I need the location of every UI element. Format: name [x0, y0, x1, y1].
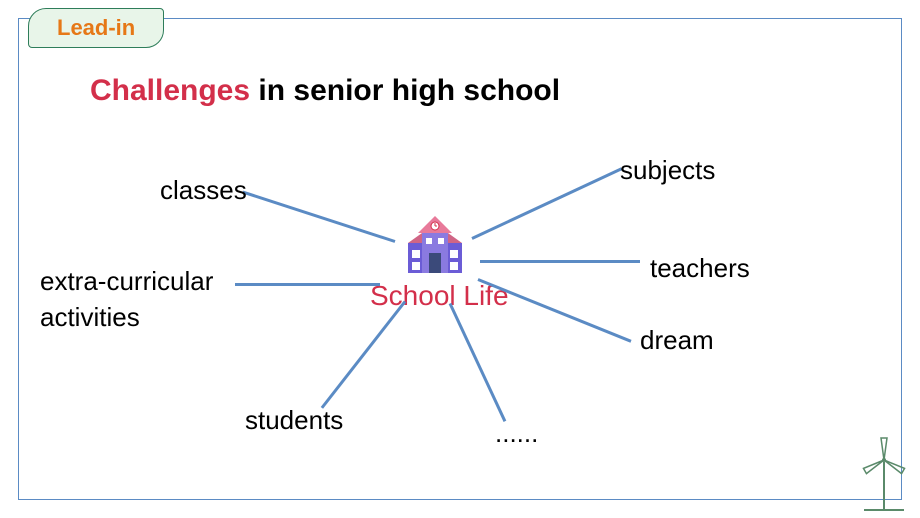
title-rest: in senior high school — [250, 74, 560, 107]
node-label-0: classes — [160, 175, 247, 206]
node-label-3: teachers — [650, 253, 750, 284]
lead-in-label: Lead-in — [57, 15, 135, 40]
school-icon — [400, 208, 470, 278]
node-label-4: dream — [640, 325, 714, 356]
node-label-1: extra-curricular — [40, 266, 213, 297]
connector-1 — [235, 283, 380, 286]
connector-3 — [480, 260, 640, 263]
node-label-1-b: activities — [40, 302, 140, 333]
lead-in-tab: Lead-in — [28, 8, 164, 48]
node-label-6: ...... — [495, 418, 538, 449]
title-highlight: Challenges — [90, 74, 250, 107]
node-label-2: subjects — [620, 155, 715, 186]
slide-title: Challenges in senior high school — [90, 74, 560, 108]
node-label-5: students — [245, 405, 343, 436]
windmill-icon — [854, 432, 914, 512]
